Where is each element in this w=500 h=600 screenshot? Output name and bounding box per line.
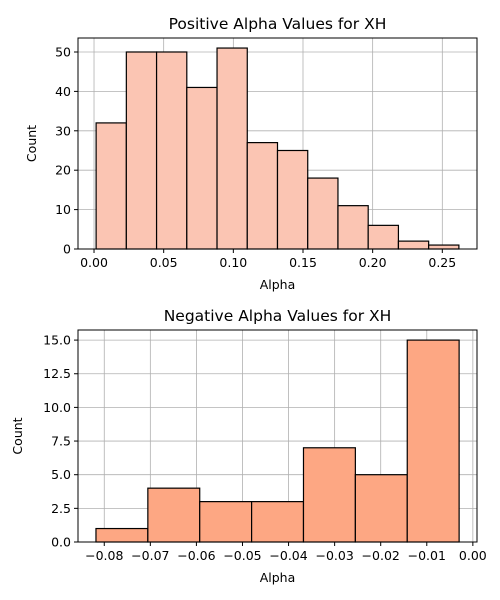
x-tick-label: 0.15: [289, 255, 317, 270]
x-axis-label: Alpha: [260, 277, 296, 292]
histogram-bar: [155, 51, 188, 250]
histogram-bar: [125, 51, 158, 250]
x-tick-label: 0.05: [150, 255, 178, 270]
histogram-bar: [147, 487, 201, 543]
histogram-bar: [246, 142, 279, 250]
x-tick-label: 0.25: [428, 255, 456, 270]
x-tick-label: 0.00: [80, 255, 108, 270]
y-tick-label: 5.0: [51, 467, 71, 482]
histogram-bar: [367, 224, 400, 250]
x-tick-label: −0.01: [408, 548, 446, 563]
x-tick-label: −0.06: [177, 548, 215, 563]
x-axis-label: Alpha: [260, 570, 296, 585]
negative-alpha-histogram: Negative Alpha Values for XH −0.08 −0.07−…: [10, 307, 487, 585]
histogram-bar: [397, 240, 430, 250]
x-tick-label: −0.08: [85, 548, 123, 563]
positive-alpha-histogram: Positive Alpha Values for XH 0.00 0.05 0.1…: [24, 15, 478, 292]
histogram-bar: [337, 205, 369, 250]
x-tick-label: 0.20: [359, 255, 387, 270]
x-tick-label: −0.02: [362, 548, 400, 563]
y-tick-label: 12.5: [43, 366, 71, 381]
y-tick-label: 7.5: [51, 434, 71, 449]
histogram-bar: [251, 501, 305, 543]
y-tick-label: 2.5: [51, 501, 71, 516]
x-ticks: 0.00 0.05 0.10 0.15 0.20 0.25: [80, 249, 456, 270]
bars: [95, 339, 460, 543]
y-axis-label: Count: [10, 417, 25, 454]
chart-title: Positive Alpha Values for XH: [169, 15, 387, 33]
histogram-bar: [95, 122, 127, 250]
histogram-bar: [216, 47, 248, 250]
y-ticks: 0 10 20 30 40 50: [55, 44, 78, 257]
y-axis-label: Count: [24, 125, 39, 162]
y-tick-label: 0.0: [51, 535, 71, 550]
y-tick-label: 40: [55, 84, 71, 99]
y-tick-label: 0: [63, 242, 71, 257]
x-tick-label: −0.04: [269, 548, 307, 563]
histogram-bar: [428, 244, 460, 250]
bars: [95, 47, 460, 250]
x-tick-label: −0.07: [131, 548, 169, 563]
y-tick-label: 30: [55, 123, 71, 138]
histogram-bar: [276, 149, 309, 250]
y-tick-label: 20: [55, 163, 71, 178]
histogram-bar: [186, 86, 218, 250]
plot-frame: [77, 37, 478, 250]
histogram-bar: [95, 527, 149, 543]
histogram-bar: [406, 339, 460, 543]
x-tick-label: 0.00: [459, 548, 487, 563]
histogram-bar: [302, 447, 356, 543]
chart-title: Negative Alpha Values for XH: [164, 307, 392, 325]
y-tick-label: 10: [55, 202, 71, 217]
plot-frame: [77, 329, 478, 543]
y-tick-label: 10.0: [43, 400, 71, 415]
x-tick-label: −0.05: [223, 548, 261, 563]
y-tick-label: 50: [55, 44, 71, 59]
y-tick-label: 15.0: [43, 333, 71, 348]
y-ticks: 0.0 2.5 5.0 7.5 10.0 12.5 15.0: [43, 333, 78, 550]
histogram-bar: [307, 177, 339, 250]
x-ticks: −0.08 −0.07 −0.06 −0.05 −0.04 −0.03 −0.02 −0.01…: [85, 542, 487, 563]
histogram-bar: [354, 474, 408, 543]
x-tick-label: −0.03: [315, 548, 353, 563]
x-tick-label: 0.10: [219, 255, 247, 270]
histogram-bar: [199, 501, 253, 543]
